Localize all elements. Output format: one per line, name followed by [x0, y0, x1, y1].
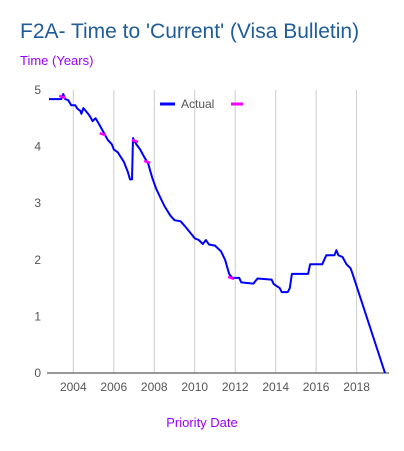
x-tick-label: 2012	[222, 380, 249, 394]
series-2-mark	[99, 131, 107, 137]
legend: Actual	[160, 97, 243, 111]
y-tick-label: 1	[34, 309, 41, 323]
x-tick-label: 2004	[60, 380, 87, 394]
y-tick-label: 3	[34, 196, 41, 210]
y-tick-label: 0	[34, 366, 41, 380]
series-line-actual	[49, 93, 386, 374]
x-axis-label: Priority Date	[166, 415, 238, 430]
series-lines	[49, 93, 386, 374]
y-tick-label: 5	[34, 83, 41, 97]
x-tick-label: 2006	[100, 380, 127, 394]
y-axis-label: Time (Years)	[20, 53, 94, 68]
y-tick-label: 4	[34, 140, 41, 154]
x-tick-label: 2010	[181, 380, 208, 394]
y-tick-labels: 0 1 2 3 4 5	[34, 83, 41, 380]
legend-label-actual: Actual	[181, 97, 214, 111]
chart-title: F2A- Time to 'Current' (Visa Bulletin)	[20, 20, 360, 43]
series-2-mark	[227, 275, 235, 281]
x-tick-label: 2008	[141, 380, 168, 394]
y-tick-label: 2	[34, 253, 41, 267]
x-tick-label: 2016	[303, 380, 330, 394]
x-tick-label: 2014	[262, 380, 289, 394]
series-2-mark	[143, 159, 151, 165]
grid-lines	[47, 90, 389, 374]
x-tick-label: 2018	[343, 380, 370, 394]
series-2-mark	[58, 94, 66, 99]
x-tick-labels: 2004 2006 2008 2010 2012 2014 2016 2018	[60, 380, 370, 394]
series-2-mark	[131, 138, 139, 144]
